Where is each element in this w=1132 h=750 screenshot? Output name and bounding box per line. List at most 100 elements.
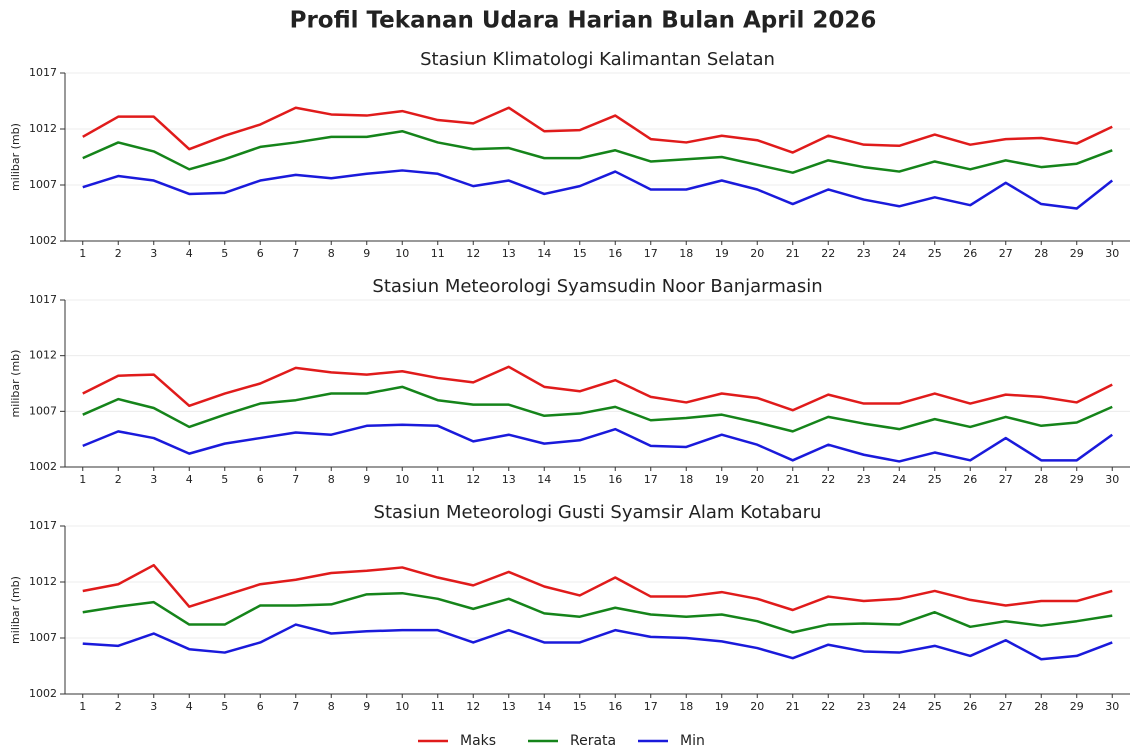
y-tick-label: 1002 — [29, 234, 57, 247]
x-tick-label: 23 — [857, 247, 871, 260]
series-line — [82, 563, 1113, 612]
x-tick-label: 26 — [963, 473, 977, 486]
x-tick-label: 27 — [999, 700, 1013, 713]
x-tick-label: 18 — [679, 473, 693, 486]
x-tick-label: 6 — [257, 247, 264, 260]
legend-label: Min — [680, 733, 705, 749]
x-tick-label: 20 — [750, 473, 764, 486]
x-tick-label: 24 — [892, 247, 906, 260]
x-tick-label: 22 — [821, 473, 835, 486]
x-tick-label: 29 — [1070, 700, 1084, 713]
figure-title: Profil Tekanan Udara Harian Bulan April … — [290, 8, 877, 34]
x-tick-label: 20 — [750, 700, 764, 713]
x-tick-label: 18 — [679, 700, 693, 713]
y-tick-label: 1012 — [29, 122, 57, 135]
x-tick-label: 12 — [466, 247, 480, 260]
x-tick-label: 7 — [292, 247, 299, 260]
x-tick-label: 17 — [644, 247, 658, 260]
y-axis-label: milibar (mb) — [9, 576, 22, 644]
x-tick-label: 5 — [221, 473, 228, 486]
x-tick-label: 26 — [963, 700, 977, 713]
x-tick-label: 25 — [928, 473, 942, 486]
series-line — [82, 385, 1113, 433]
x-tick-label: 6 — [257, 700, 264, 713]
series-line — [82, 365, 1113, 412]
x-tick-label: 2 — [115, 247, 122, 260]
x-tick-label: 27 — [999, 473, 1013, 486]
x-tick-label: 30 — [1105, 700, 1119, 713]
x-tick-label: 3 — [150, 700, 157, 713]
x-tick-label: 8 — [328, 700, 335, 713]
x-tick-label: 24 — [892, 473, 906, 486]
x-tick-label: 2 — [115, 700, 122, 713]
x-tick-label: 10 — [395, 700, 409, 713]
x-tick-label: 3 — [150, 473, 157, 486]
y-tick-label: 1012 — [29, 349, 57, 362]
x-tick-label: 25 — [928, 247, 942, 260]
x-tick-label: 22 — [821, 247, 835, 260]
x-tick-label: 15 — [573, 473, 587, 486]
x-tick-label: 24 — [892, 700, 906, 713]
x-tick-label: 27 — [999, 247, 1013, 260]
x-tick-label: 11 — [431, 247, 445, 260]
x-tick-label: 16 — [608, 473, 622, 486]
x-tick-label: 15 — [573, 700, 587, 713]
y-tick-label: 1017 — [29, 519, 57, 532]
x-tick-label: 12 — [466, 700, 480, 713]
subplot-title: Stasiun Klimatologi Kalimantan Selatan — [420, 49, 775, 70]
x-tick-label: 16 — [608, 247, 622, 260]
x-tick-label: 4 — [186, 247, 193, 260]
x-tick-label: 20 — [750, 247, 764, 260]
y-axis-label: milibar (mb) — [9, 350, 22, 418]
series-line — [82, 591, 1113, 634]
x-tick-label: 9 — [363, 247, 370, 260]
x-tick-label: 8 — [328, 473, 335, 486]
x-tick-label: 29 — [1070, 473, 1084, 486]
x-tick-label: 19 — [715, 700, 729, 713]
x-tick-label: 28 — [1034, 473, 1048, 486]
x-tick-label: 30 — [1105, 247, 1119, 260]
x-tick-label: 17 — [644, 473, 658, 486]
x-tick-label: 5 — [221, 247, 228, 260]
x-tick-label: 2 — [115, 473, 122, 486]
series-line — [82, 623, 1113, 661]
x-tick-label: 28 — [1034, 247, 1048, 260]
x-tick-label: 4 — [186, 473, 193, 486]
legend-label: Maks — [460, 733, 496, 749]
x-tick-label: 4 — [186, 700, 193, 713]
x-tick-label: 23 — [857, 473, 871, 486]
y-axis-label: milibar (mb) — [9, 123, 22, 191]
x-tick-label: 29 — [1070, 247, 1084, 260]
x-tick-label: 19 — [715, 473, 729, 486]
series-line — [82, 129, 1113, 174]
y-tick-label: 1017 — [29, 293, 57, 306]
x-tick-label: 1 — [79, 473, 86, 486]
x-tick-label: 14 — [537, 700, 551, 713]
x-tick-label: 21 — [786, 247, 800, 260]
x-tick-label: 30 — [1105, 473, 1119, 486]
x-tick-label: 16 — [608, 700, 622, 713]
y-tick-label: 1007 — [29, 404, 57, 417]
x-tick-label: 8 — [328, 247, 335, 260]
x-tick-label: 10 — [395, 473, 409, 486]
x-tick-label: 6 — [257, 473, 264, 486]
x-tick-label: 10 — [395, 247, 409, 260]
series-line — [82, 169, 1114, 210]
x-tick-label: 14 — [537, 247, 551, 260]
x-tick-label: 11 — [431, 700, 445, 713]
x-tick-label: 22 — [821, 700, 835, 713]
x-tick-label: 7 — [292, 700, 299, 713]
y-tick-label: 1007 — [29, 178, 57, 191]
x-tick-label: 13 — [502, 247, 516, 260]
subplot-title: Stasiun Meteorologi Syamsudin Noor Banja… — [372, 276, 822, 297]
x-tick-label: 28 — [1034, 700, 1048, 713]
x-tick-label: 19 — [715, 247, 729, 260]
x-tick-label: 12 — [466, 473, 480, 486]
y-tick-label: 1007 — [29, 631, 57, 644]
x-tick-label: 26 — [963, 247, 977, 260]
x-tick-label: 18 — [679, 247, 693, 260]
x-tick-label: 5 — [221, 700, 228, 713]
subplot-title: Stasiun Meteorologi Gusti Syamsir Alam K… — [374, 502, 822, 523]
legend-label: Rerata — [570, 733, 616, 749]
